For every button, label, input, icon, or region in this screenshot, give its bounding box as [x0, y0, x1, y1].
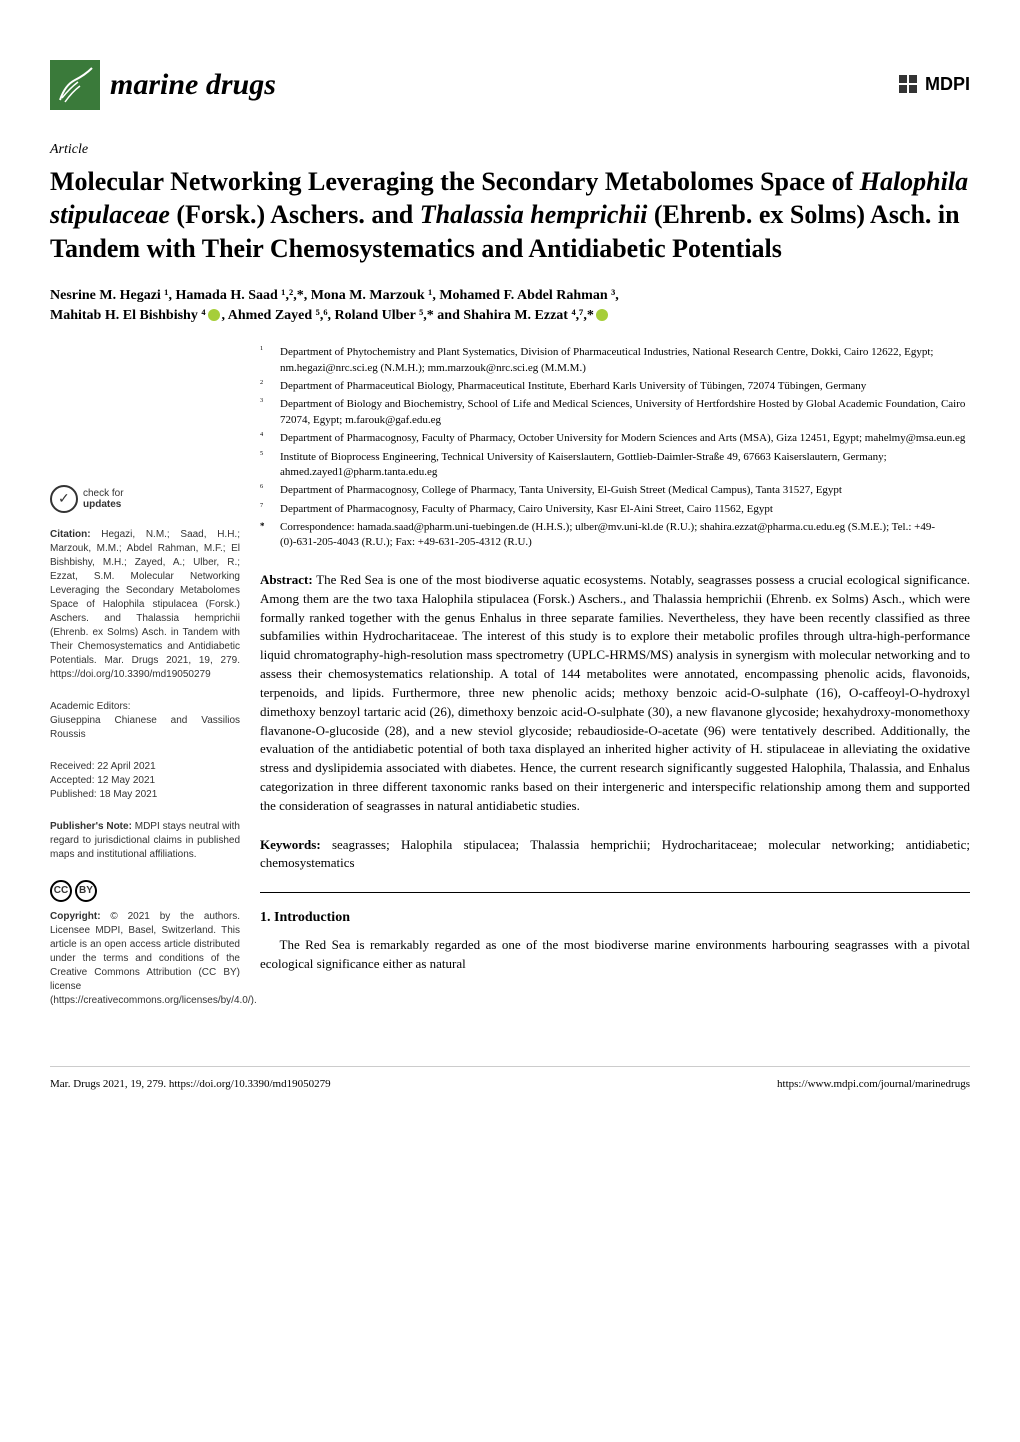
keywords: Keywords: seagrasses; Halophila stipulac… — [260, 836, 970, 872]
affiliation-row: 7 Department of Pharmacognosy, Faculty o… — [260, 502, 970, 517]
check-updates-text: check forupdates — [83, 488, 124, 510]
affiliation-row: 1 Department of Phytochemistry and Plant… — [260, 345, 970, 376]
journal-logo: marine drugs — [50, 60, 276, 110]
editors-block: Academic Editors: Giuseppina Chianese an… — [50, 700, 240, 742]
header-row: marine drugs MDPI — [50, 60, 970, 110]
two-column-layout: check forupdates Citation: Hegazi, N.M.;… — [50, 345, 970, 1026]
editors-text: Giuseppina Chianese and Vassilios Roussi… — [50, 714, 240, 742]
orcid-icon — [208, 309, 220, 321]
citation-block: Citation: Hegazi, N.M.; Saad, H.H.; Marz… — [50, 528, 240, 682]
citation-text: Hegazi, N.M.; Saad, H.H.; Marzouk, M.M.;… — [50, 529, 240, 680]
mdpi-icon — [896, 72, 922, 98]
article-title: Molecular Networking Leveraging the Seco… — [50, 165, 970, 266]
footer-right[interactable]: https://www.mdpi.com/journal/marinedrugs — [777, 1077, 970, 1092]
main-content: 1 Department of Phytochemistry and Plant… — [260, 345, 970, 1026]
cc-license-icon: CC BY — [50, 880, 240, 902]
abstract: Abstract: The Red Sea is one of the most… — [260, 571, 970, 816]
citation-label: Citation: — [50, 529, 91, 540]
sidebar: check forupdates Citation: Hegazi, N.M.;… — [50, 345, 240, 1026]
journal-icon — [50, 60, 100, 110]
cc-icon: CC — [50, 880, 72, 902]
footer-left: Mar. Drugs 2021, 19, 279. https://doi.or… — [50, 1077, 331, 1092]
publishers-note-block: Publisher's Note: MDPI stays neutral wit… — [50, 820, 240, 862]
affiliation-row: 4 Department of Pharmacognosy, Faculty o… — [260, 431, 970, 446]
copyright-block: Copyright: © 2021 by the authors. Licens… — [50, 910, 240, 1008]
keywords-text: seagrasses; Halophila stipulacea; Thalas… — [260, 837, 970, 870]
affiliation-row: * Correspondence: hamada.saad@pharm.uni-… — [260, 520, 970, 551]
article-type: Article — [50, 140, 970, 160]
copyright-label: Copyright: — [50, 911, 101, 922]
divider — [260, 892, 970, 893]
keywords-label: Keywords: — [260, 837, 321, 852]
published-date: Published: 18 May 2021 — [50, 788, 240, 802]
affiliation-row: 2 Department of Pharmaceutical Biology, … — [260, 379, 970, 394]
orcid-icon — [596, 309, 608, 321]
editors-label: Academic Editors: — [50, 700, 240, 714]
affiliation-row: 3 Department of Biology and Biochemistry… — [260, 397, 970, 428]
abstract-label: Abstract: — [260, 572, 313, 587]
check-updates[interactable]: check forupdates — [50, 485, 240, 513]
affiliation-row: 5 Institute of Bioprocess Engineering, T… — [260, 450, 970, 481]
publisher-logo: MDPI — [896, 72, 970, 98]
dates-block: Received: 22 April 2021 Accepted: 12 May… — [50, 760, 240, 802]
authors: Nesrine M. Hegazi ¹, Hamada H. Saad ¹,²,… — [50, 286, 970, 325]
by-icon: BY — [75, 880, 97, 902]
affiliation-row: 6 Department of Pharmacognosy, College o… — [260, 483, 970, 498]
accepted-date: Accepted: 12 May 2021 — [50, 774, 240, 788]
abstract-text: The Red Sea is one of the most biodivers… — [260, 572, 970, 813]
journal-name: marine drugs — [110, 64, 276, 106]
check-icon — [50, 485, 78, 513]
copyright-text: © 2021 by the authors. Licensee MDPI, Ba… — [50, 911, 257, 1006]
affiliations: 1 Department of Phytochemistry and Plant… — [260, 345, 970, 551]
footer: Mar. Drugs 2021, 19, 279. https://doi.or… — [50, 1066, 970, 1092]
publishers-note-label: Publisher's Note: — [50, 821, 132, 832]
received-date: Received: 22 April 2021 — [50, 760, 240, 774]
section-heading: 1. Introduction — [260, 908, 970, 928]
intro-text: The Red Sea is remarkably regarded as on… — [260, 936, 970, 974]
publisher-name: MDPI — [925, 72, 970, 97]
